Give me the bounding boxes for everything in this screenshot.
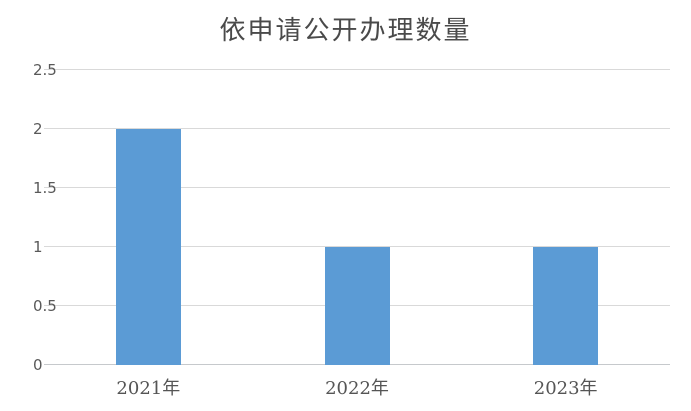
bar-2023年 xyxy=(533,247,599,365)
gridline-y-2 xyxy=(44,128,670,129)
bar-2021年 xyxy=(115,129,181,365)
plot-area xyxy=(44,69,670,365)
gridline-y-1 xyxy=(44,246,670,247)
gridline-y-2.5 xyxy=(44,69,670,70)
x-tick-label: 2023年 xyxy=(533,378,598,399)
chart-title: 依申请公开办理数量 xyxy=(219,16,472,46)
bar-2022年 xyxy=(324,247,390,365)
x-tick-label: 2021年 xyxy=(116,378,181,399)
gridline-y-1.5 xyxy=(44,187,670,188)
x-tick-label: 2022年 xyxy=(325,378,389,399)
